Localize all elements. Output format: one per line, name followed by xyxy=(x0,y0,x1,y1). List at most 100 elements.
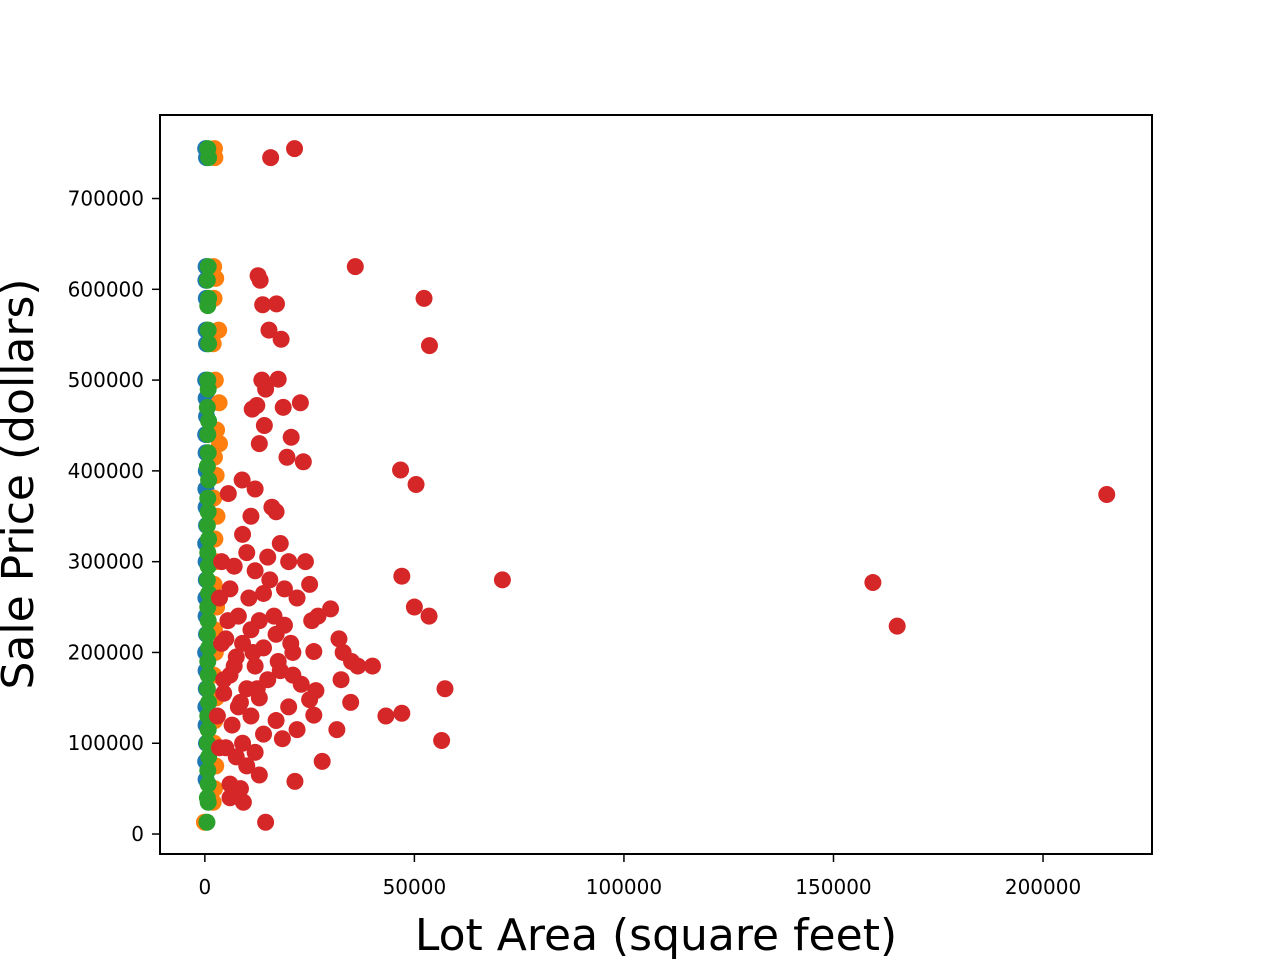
scatter-point-series-3 xyxy=(1098,485,1116,503)
scatter-point-series-3 xyxy=(288,589,306,607)
scatter-point-series-3 xyxy=(242,507,260,525)
scatter-point-series-3 xyxy=(219,612,237,630)
y-tick-label: 100000 xyxy=(68,731,144,755)
scatter-point-series-3 xyxy=(231,693,249,711)
scatter-point-series-3 xyxy=(246,562,264,580)
scatter-point-series-3 xyxy=(275,580,293,598)
y-tick-label: 700000 xyxy=(68,187,144,211)
scatter-point-series-3 xyxy=(407,476,425,493)
scatter-point-series-1 xyxy=(211,435,229,453)
scatter-point-series-2 xyxy=(198,813,216,831)
scatter-point-series-3 xyxy=(261,571,279,589)
scatter-point-series-3 xyxy=(271,535,289,553)
scatter-point-series-3 xyxy=(246,657,264,675)
scatter-point-series-2 xyxy=(199,426,217,444)
scatter-point-series-2 xyxy=(199,489,217,507)
scatter-point-series-3 xyxy=(328,721,346,739)
scatter-point-series-2 xyxy=(199,321,217,339)
scatter-point-series-3 xyxy=(267,503,285,521)
scatter-point-series-2 xyxy=(200,412,218,430)
scatter-point-series-3 xyxy=(332,671,350,689)
scatter-point-series-3 xyxy=(255,725,273,743)
scatter-point-series-3 xyxy=(213,634,231,652)
scatter-point-series-3 xyxy=(415,289,433,307)
scatter-point-series-2 xyxy=(199,380,217,398)
scatter-point-series-3 xyxy=(280,553,298,571)
scatter-point-series-3 xyxy=(221,789,239,807)
scatter-point-series-2 xyxy=(199,598,217,616)
scatter-point-series-3 xyxy=(211,589,229,607)
scatter-point-series-3 xyxy=(305,643,323,661)
scatter-point-series-3 xyxy=(322,600,340,618)
scatter-point-series-3 xyxy=(238,544,256,562)
scatter-point-series-3 xyxy=(248,397,266,415)
scatter-point-series-3 xyxy=(211,739,229,757)
scatter-point-series-2 xyxy=(198,680,216,698)
scatter-point-series-3 xyxy=(246,743,264,761)
scatter-point-series-3 xyxy=(346,258,364,276)
scatter-point-series-3 xyxy=(284,666,302,684)
scatter-point-series-2 xyxy=(199,666,217,684)
scatter-point-series-2 xyxy=(198,398,216,416)
scatter-point-series-3 xyxy=(349,657,367,675)
scatter-point-series-3 xyxy=(282,634,300,652)
scatter-point-series-3 xyxy=(219,485,237,503)
scatter-point-series-3 xyxy=(301,691,319,709)
plot-frame xyxy=(159,114,1153,855)
scatter-point-series-3 xyxy=(248,680,266,698)
scatter-point-series-3 xyxy=(213,553,231,571)
scatter-point-series-3 xyxy=(242,707,260,725)
scatter-point-series-3 xyxy=(208,707,226,725)
scatter-point-series-3 xyxy=(433,732,451,750)
scatter-point-series-3 xyxy=(363,657,381,675)
scatter-point-series-3 xyxy=(250,435,268,453)
scatter-point-series-3 xyxy=(240,589,258,607)
scatter-point-series-3 xyxy=(280,698,298,716)
scatter-point-series-3 xyxy=(294,453,312,471)
scatter-point-series-3 xyxy=(313,752,331,770)
scatter-point-series-3 xyxy=(420,337,438,355)
scatter-point-series-2 xyxy=(199,258,217,276)
scatter-point-series-3 xyxy=(262,149,280,167)
scatter-point-series-3 xyxy=(888,617,906,635)
points-layer xyxy=(195,140,1116,831)
scatter-point-series-3 xyxy=(255,416,273,434)
scatter-point-series-2 xyxy=(198,457,216,475)
scatter-point-series-2 xyxy=(200,639,218,657)
scatter-point-series-2 xyxy=(198,571,216,589)
x-tick-label: 100000 xyxy=(586,875,662,899)
scatter-point-series-3 xyxy=(259,548,277,566)
y-axis-ticks: 0 100000 200000 300000 400000 500000 600000 700… xyxy=(68,187,160,846)
scatter-point-series-3 xyxy=(420,607,438,625)
scatter-point-series-2 xyxy=(198,271,216,289)
scatter-point-series-3 xyxy=(436,680,454,698)
y-tick-label: 600000 xyxy=(68,277,144,301)
scatter-point-series-3 xyxy=(296,553,314,571)
y-tick-label: 0 xyxy=(131,822,144,846)
scatter-point-series-3 xyxy=(234,525,252,543)
scatter-point-series-3 xyxy=(273,730,291,748)
scatter-point-series-2 xyxy=(198,625,216,643)
scatter-point-series-3 xyxy=(267,625,285,643)
scatter-point-series-3 xyxy=(234,793,252,811)
scatter-point-series-2 xyxy=(199,557,217,575)
x-axis-ticks: 0 50000 100000 150000 200000 xyxy=(198,854,1081,899)
scatter-point-series-3 xyxy=(393,704,411,722)
scatter-point-series-2 xyxy=(200,471,218,489)
scatter-point-series-2 xyxy=(199,721,217,739)
scatter-point-series-2 xyxy=(199,544,217,562)
scatter-point-series-3 xyxy=(303,612,321,630)
scatter-point-series-3 xyxy=(267,712,285,730)
scatter-point-series-2 xyxy=(199,653,217,671)
scatter-point-series-3 xyxy=(493,571,511,589)
scatter-point-series-3 xyxy=(392,461,410,479)
scatter-point-series-2 xyxy=(198,516,216,534)
scatter-point-series-3 xyxy=(250,766,268,784)
x-tick-label: 50000 xyxy=(383,875,447,899)
scatter-point-series-3 xyxy=(233,471,251,489)
y-tick-label: 400000 xyxy=(68,459,144,483)
scatter-point-series-3 xyxy=(286,140,304,158)
scatter-point-series-2 xyxy=(200,149,218,167)
scatter-point-series-3 xyxy=(864,574,882,592)
scatter-point-series-3 xyxy=(260,321,278,339)
